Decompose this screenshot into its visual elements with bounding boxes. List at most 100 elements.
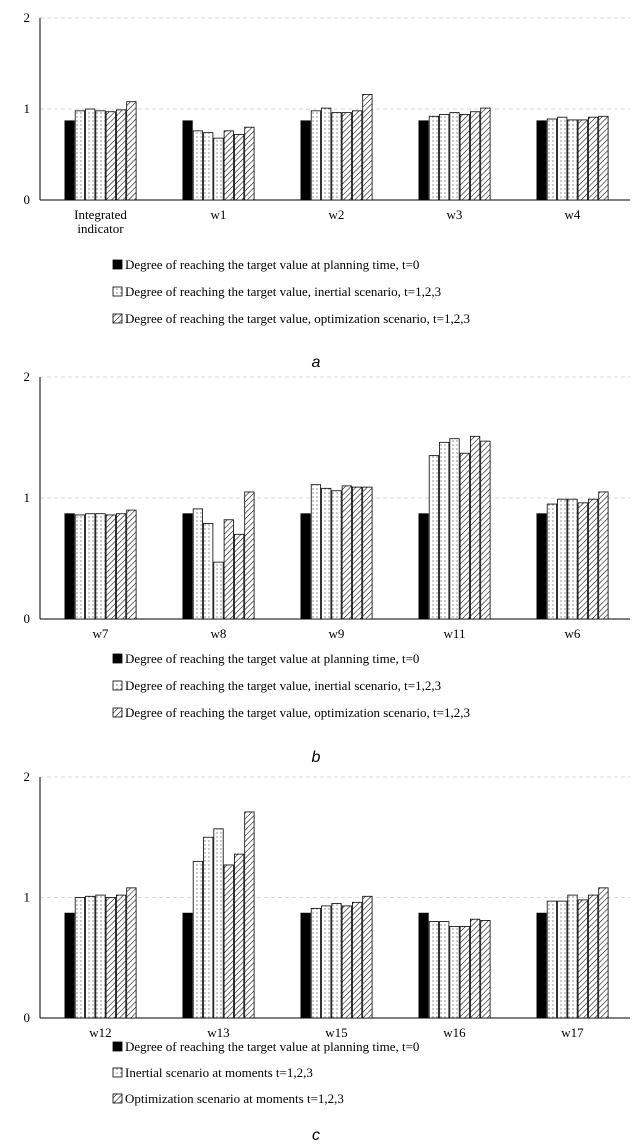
x-tick-label: w16	[443, 1025, 466, 1040]
legend-entry: Degree of reaching the target value at p…	[125, 1039, 419, 1054]
bar-solid-w16-1	[418, 912, 429, 1019]
legend-swatch-solid	[112, 259, 123, 270]
bar-dotted-w9-1	[310, 484, 322, 620]
x-tick-label: w1	[211, 207, 227, 222]
x-tick-label: w15	[325, 1025, 347, 1040]
legend-swatch-dotted	[112, 286, 123, 297]
bar-hatched-w11-1	[459, 452, 470, 620]
bar-hatched-w1-3	[244, 126, 255, 201]
bar-hatched-w16-1	[459, 926, 470, 1019]
bar-dotted-w12-3	[95, 894, 106, 1019]
bar-hatched-w6-2	[588, 498, 599, 620]
bar-dotted-w15-3	[331, 903, 342, 1019]
bar-dotted-w17-3	[567, 894, 578, 1019]
bar-dotted-w12-2	[85, 895, 96, 1019]
bar-hatched-w11-3	[480, 440, 491, 620]
bar-dotted-integrated-indicator-2	[85, 108, 96, 201]
legend-swatch-dotted	[112, 680, 123, 691]
panel-label: c	[312, 1127, 320, 1144]
x-tick-label: w3	[447, 207, 463, 222]
legend-entry: Degree of reaching the target value, opt…	[125, 705, 470, 720]
bar-hatched-w1-2	[233, 134, 245, 201]
legend-entry: Optimization scenario at moments t=1,2,3	[125, 1091, 344, 1106]
bar-dotted-w7-1	[74, 514, 85, 620]
y-tick-label: 0	[24, 1010, 31, 1025]
legend-swatch-hatched	[112, 707, 123, 718]
panel-label: a	[312, 354, 321, 371]
bar-hatched-w16-2	[469, 918, 481, 1019]
bar-hatched-w17-2	[588, 894, 599, 1019]
x-tick-label: w6	[565, 626, 581, 641]
x-tick-label: w13	[207, 1025, 229, 1040]
y-tick-label: 1	[24, 890, 31, 905]
bar-solid-w2-1	[300, 120, 311, 201]
y-tick-label: 2	[24, 10, 31, 25]
x-tick-label: w9	[329, 626, 345, 641]
bar-dotted-w13-3	[213, 828, 224, 1019]
x-tick-label: w8	[211, 626, 227, 641]
bar-dotted-w6-3	[567, 498, 578, 620]
bar-hatched-w3-1	[459, 114, 470, 201]
bar-dotted-w8-3	[213, 561, 224, 620]
bar-hatched-w12-3	[126, 887, 137, 1019]
bar-hatched-w3-2	[469, 111, 481, 201]
bar-dotted-w4-1	[546, 118, 558, 201]
x-tick-label: w17	[561, 1025, 584, 1040]
x-tick-label: indicator	[77, 221, 124, 236]
bar-hatched-w16-3	[480, 919, 491, 1019]
bar-hatched-w6-1	[577, 502, 588, 620]
bar-hatched-w1-1	[223, 130, 234, 201]
bar-dotted-w7-3	[95, 513, 106, 620]
bar-dotted-w17-1	[546, 900, 558, 1019]
bar-dotted-w6-1	[546, 503, 558, 620]
chart-panel-c: 0 1 2 w12 w13 w15 w16 w17 Degree of reaching the…	[24, 769, 630, 1144]
bar-dotted-w11-1	[428, 455, 440, 620]
bar-dotted-w9-3	[331, 490, 342, 620]
bar-solid-w17-1	[536, 912, 547, 1019]
bar-hatched-integrated-indicator-2	[116, 109, 127, 201]
bar-dotted-w1-1	[192, 130, 203, 201]
legend-swatch-solid	[112, 1041, 123, 1052]
bar-hatched-w12-1	[105, 897, 116, 1019]
bar-dotted-w3-1	[428, 115, 440, 201]
bar-dotted-w13-1	[192, 860, 203, 1019]
bar-hatched-w9-2	[351, 486, 363, 620]
bar-hatched-w8-2	[233, 533, 245, 620]
bar-hatched-w2-2	[351, 110, 363, 201]
bar-solid-w8-1	[182, 513, 193, 620]
bar-dotted-w2-1	[310, 110, 322, 201]
bar-dotted-w16-3	[449, 926, 460, 1019]
bar-hatched-w3-3	[480, 107, 491, 201]
y-tick-label: 0	[24, 611, 31, 626]
panel-label: b	[312, 749, 321, 766]
bar-dotted-w4-2	[557, 116, 568, 201]
bar-hatched-w15-2	[351, 901, 363, 1019]
bar-dotted-w17-2	[557, 900, 568, 1019]
bar-dotted-w7-2	[85, 513, 96, 620]
bar-hatched-w2-1	[341, 112, 352, 201]
bar-dotted-w15-2	[321, 905, 332, 1019]
bar-hatched-w17-1	[577, 899, 588, 1019]
bar-dotted-w6-2	[557, 498, 568, 620]
legend-entry: Inertial scenario at moments t=1,2,3	[125, 1065, 313, 1080]
legend-swatch-dotted	[112, 1067, 123, 1078]
bar-dotted-w2-3	[331, 112, 342, 201]
bar-dotted-w16-2	[439, 921, 450, 1019]
bar-hatched-w4-1	[577, 119, 588, 201]
bar-solid-w9-1	[300, 513, 311, 620]
x-tick-label: w4	[565, 207, 581, 222]
legend-entry: Degree of reaching the target value at p…	[125, 257, 419, 272]
bar-hatched-w2-3	[362, 94, 373, 201]
bar-dotted-integrated-indicator-1	[74, 110, 85, 201]
bar-hatched-w7-2	[116, 513, 127, 620]
bar-hatched-w11-2	[469, 435, 481, 620]
legend-swatch-hatched	[112, 1093, 123, 1104]
bar-solid-w7-1	[64, 513, 75, 620]
bar-hatched-w8-1	[223, 519, 234, 620]
bar-solid-w3-1	[418, 120, 429, 201]
bar-dotted-w11-2	[439, 441, 450, 620]
x-tick-label: w2	[329, 207, 345, 222]
bar-dotted-w1-2	[203, 132, 214, 201]
